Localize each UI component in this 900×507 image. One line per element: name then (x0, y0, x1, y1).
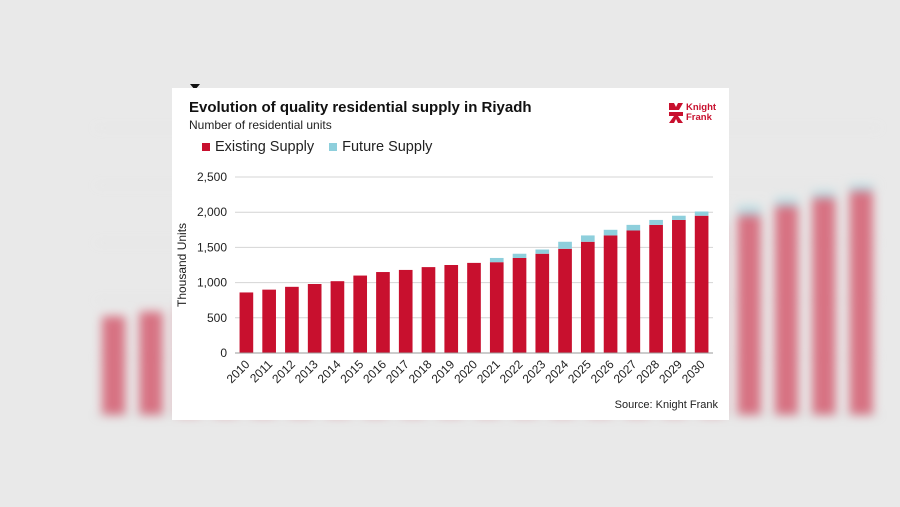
bar-future-supply (603, 229, 618, 236)
y-axis-label: Thousand Units (175, 223, 189, 307)
bar-future-supply (580, 235, 595, 242)
legend-item-future: Future Supply (329, 139, 432, 155)
x-tick-label: 2012 (269, 357, 298, 386)
bar-existing-supply (285, 286, 299, 353)
y-tick-label: 0 (220, 346, 227, 360)
bar-existing-supply (489, 262, 504, 353)
chart-legend: Existing Supply Future Supply (202, 139, 447, 155)
x-tick-label: 2022 (497, 357, 526, 386)
x-tick-label: 2024 (542, 357, 571, 386)
legend-swatch-future (329, 143, 338, 151)
bar-existing-supply (849, 191, 873, 415)
x-tick-label: 2030 (679, 357, 708, 386)
bar-existing-supply (398, 269, 413, 353)
x-tick-label: 2021 (474, 357, 503, 386)
bar-existing-supply (737, 215, 761, 415)
x-tick-label: 2010 (224, 357, 253, 386)
x-tick-label: 2026 (588, 357, 617, 386)
chart-plot: 0 500 1,000 1,500 2,000 2,500 2010201120122013… (175, 170, 713, 386)
chart-subtitle: Number of residential units (189, 118, 332, 132)
bar-existing-supply (467, 262, 481, 353)
bar-future-supply (694, 211, 709, 216)
bar-existing-supply (649, 224, 663, 353)
y-tick-label: 1,000 (197, 276, 227, 290)
bar-existing-supply (353, 275, 368, 353)
x-tick-label: 2029 (656, 357, 685, 386)
bar-future-supply (849, 184, 873, 192)
bar-existing-supply (421, 267, 436, 353)
legend-label-future: Future Supply (342, 139, 433, 155)
x-tick-label: 2014 (315, 357, 344, 386)
bar-future-supply (812, 191, 836, 199)
bar-future-supply (558, 241, 572, 249)
bar-future-supply (737, 206, 761, 216)
bar-existing-supply (694, 215, 709, 353)
bar-future-supply (672, 215, 686, 220)
bar-existing-supply (558, 248, 572, 353)
x-tick-label: 2027 (611, 357, 640, 386)
logo-word-1: Knight (686, 102, 717, 113)
bar-existing-supply (307, 284, 322, 353)
cursor-marker (190, 84, 200, 90)
bar-existing-supply (535, 253, 550, 353)
x-tick-label: 2016 (360, 357, 389, 386)
x-tick-label: 2017 (383, 357, 412, 386)
x-tick-label: 2019 (429, 357, 458, 386)
bar-future-supply (649, 219, 663, 225)
chart-card: Evolution of quality residential supply … (172, 88, 729, 420)
bar-existing-supply (512, 257, 527, 353)
x-tick-label: 2011 (247, 357, 275, 385)
y-tick-label: 1,500 (197, 240, 227, 254)
knight-frank-logo: Knight Frank (669, 103, 729, 125)
x-tick-label: 2018 (406, 357, 435, 386)
bar-future-supply (535, 249, 550, 254)
x-tick-label: 2013 (292, 357, 321, 386)
bar-existing-supply (580, 241, 595, 353)
x-tick-label: 2020 (451, 357, 480, 386)
bar-existing-supply (626, 230, 641, 353)
legend-label-existing: Existing Supply (215, 139, 315, 155)
x-tick-label: 2023 (520, 357, 549, 386)
logo-wordmark: Knight Frank (686, 103, 716, 123)
bar-future-supply (489, 257, 504, 263)
bar-existing-supply (239, 292, 254, 353)
y-tick-label: 2,500 (197, 170, 227, 184)
legend-item-existing: Existing Supply (202, 139, 314, 155)
y-tick-label: 500 (207, 311, 227, 325)
y-tick-label: 2,000 (197, 205, 227, 219)
bar-existing-supply (603, 235, 618, 353)
bar-existing-supply (672, 219, 686, 353)
bar-existing-supply (139, 311, 163, 415)
chart-title: Evolution of quality residential supply … (189, 99, 532, 116)
bar-future-supply (512, 253, 527, 258)
bar-existing-supply (102, 316, 126, 415)
bar-future-supply (774, 198, 799, 207)
x-tick-label: 2025 (565, 357, 594, 386)
legend-swatch-existing (202, 143, 210, 151)
bar-future-supply (626, 224, 641, 231)
chart-source: Source: Knight Frank (614, 399, 718, 411)
x-tick-label: 2028 (633, 357, 662, 386)
bar-existing-supply (330, 281, 345, 353)
logo-word-2: Frank (686, 112, 712, 123)
bar-existing-supply (812, 198, 836, 415)
bar-existing-supply (444, 265, 459, 353)
bar-existing-supply (774, 206, 799, 415)
bar-existing-supply (262, 289, 276, 353)
knight-frank-logo-icon (669, 103, 683, 123)
x-tick-label: 2015 (338, 357, 367, 386)
bar-existing-supply (376, 272, 390, 353)
